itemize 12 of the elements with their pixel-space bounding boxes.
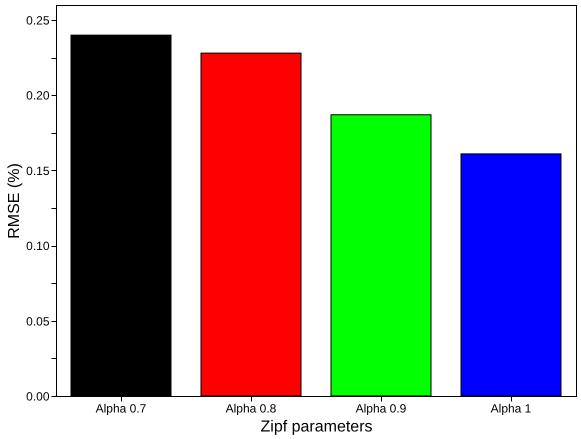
- x-tick-label: Alpha 0.9: [356, 402, 407, 416]
- y-tick-label: 0.05: [26, 314, 50, 328]
- x-axis-title: Zipf parameters: [260, 418, 373, 436]
- y-tick-label: 0.20: [26, 88, 50, 103]
- y-tick-label: 0.15: [26, 164, 50, 178]
- y-tick-label: 0.25: [26, 14, 50, 28]
- x-tick-label: Alpha 0.7: [96, 402, 147, 416]
- y-tick-label: 0.10: [26, 239, 50, 254]
- x-tick-label: Alpha 0.8: [226, 402, 277, 416]
- x-tick-label: Alpha 1: [490, 402, 532, 416]
- y-axis-title: RMSE (%): [6, 163, 24, 239]
- y-tick-label: 0.00: [26, 390, 50, 404]
